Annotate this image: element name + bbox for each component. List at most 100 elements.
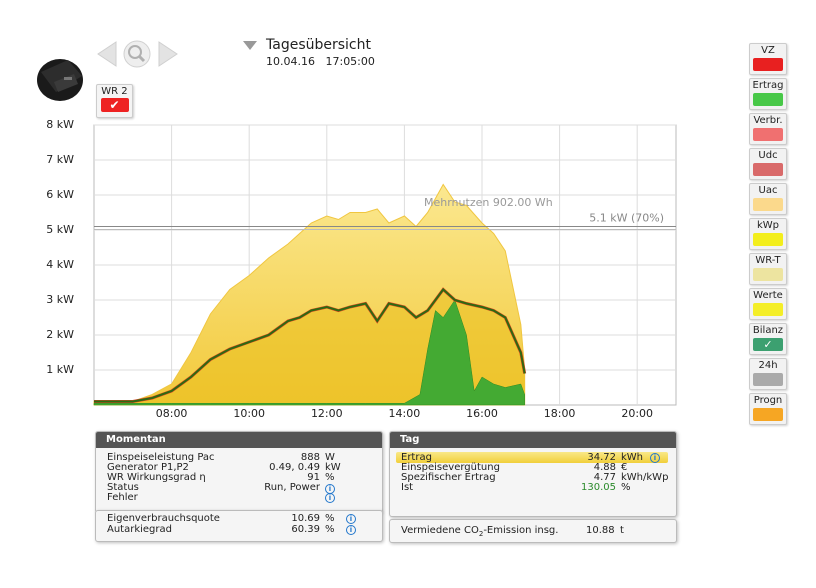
zoom-search-button[interactable] — [122, 40, 151, 68]
momentan-panel: Momentan — [95, 431, 383, 513]
legend-swatch — [753, 58, 783, 71]
check-icon: ✓ — [753, 338, 783, 351]
page-title[interactable]: Tagesübersicht — [266, 37, 371, 53]
row-label: Ist — [401, 482, 414, 493]
row-unit: % — [621, 482, 631, 493]
y-tick-label: 7 kW — [46, 153, 74, 166]
legend-swatch — [753, 128, 783, 141]
x-tick-label: 18:00 — [543, 407, 576, 420]
legend-label: VZ — [761, 45, 775, 56]
row-unit: % — [325, 472, 335, 483]
row-label: Einspeiseleistung Pac — [107, 452, 215, 463]
legend-swatch — [753, 303, 783, 316]
co2-value: 10.88 — [586, 525, 615, 536]
legend-swatch — [753, 163, 783, 176]
row-value: 34.72 — [587, 452, 616, 463]
time: 17:05:00 — [325, 55, 375, 68]
legend-label: Progn — [753, 395, 783, 406]
legend-label: kWp — [756, 220, 780, 231]
chart-series — [93, 183, 527, 406]
ertrag-highlight — [396, 452, 668, 463]
row-label: Spezifischer Ertrag — [401, 472, 496, 483]
row-value: 60.39 — [291, 524, 320, 535]
x-tick-label: 08:00 — [155, 407, 188, 420]
co2-label: Vermiedene CO2-Emission insg. — [401, 525, 559, 538]
legend-swatch — [753, 233, 783, 246]
legend-swatch — [753, 408, 783, 421]
row-value: 91 — [307, 472, 320, 483]
info-icon[interactable]: i — [650, 453, 660, 463]
row-unit: % — [325, 524, 335, 535]
legend-button-vz[interactable]: VZ — [749, 43, 787, 75]
row-label: Eigenverbrauchsquote — [107, 513, 220, 524]
legend-button-wr-t[interactable]: WR-T — [749, 253, 787, 285]
legend-swatch — [753, 198, 783, 211]
legend-button-verbr[interactable]: Verbr. — [749, 113, 787, 145]
row-unit: € — [621, 462, 628, 473]
row-value: 4.77 — [593, 472, 616, 483]
legend-button-werte[interactable]: Werte — [749, 288, 787, 320]
legend-button-bilanz[interactable]: Bilanz ✓ — [749, 323, 787, 355]
momentan-header: Momentan — [96, 432, 382, 448]
legend-label: Ertrag — [752, 80, 784, 91]
date-time: 10.04.16 17:05:00 — [266, 55, 375, 68]
x-tick-label: 20:00 — [621, 407, 654, 420]
legend-button-udc[interactable]: Udc — [749, 148, 787, 180]
chart-overlay: 5.1 kW (70%) Mehrnutzen 902.00 Wh — [94, 196, 676, 230]
row-label: Generator P1,P2 — [107, 462, 189, 473]
view-dropdown-icon[interactable] — [243, 41, 257, 50]
row-value: 4.88 — [593, 462, 616, 473]
annotation-label: Mehrnutzen 902.00 Wh — [424, 196, 553, 209]
row-unit: W — [325, 452, 335, 463]
legend-label: Verbr. — [753, 115, 783, 126]
row-label: Fehler — [107, 492, 138, 503]
verbr-area — [93, 299, 525, 406]
info-icon[interactable]: i — [346, 525, 356, 535]
y-tick-label: 3 kW — [46, 293, 74, 306]
row-unit: kWh/kWp — [621, 472, 669, 483]
device-icon — [34, 52, 86, 104]
legend-button-kwp[interactable]: kWp — [749, 218, 787, 250]
ertrag-line — [94, 288, 526, 403]
legend-swatch — [753, 268, 783, 281]
legend-label: WR-T — [755, 255, 781, 266]
legend-button-progn[interactable]: Progn — [749, 393, 787, 425]
row-label: Autarkiegrad — [107, 524, 172, 535]
previous-day-button[interactable] — [94, 40, 122, 68]
legend-swatch — [753, 373, 783, 386]
row-value: 888 — [300, 452, 320, 463]
x-tick-label: 14:00 — [388, 407, 421, 420]
inverter-label: WR 2 — [101, 86, 128, 97]
info-icon[interactable]: i — [346, 514, 356, 524]
next-day-button[interactable] — [155, 40, 183, 68]
y-tick-label: 8 kW — [46, 118, 74, 131]
legend-button-uac[interactable]: Uac — [749, 183, 787, 215]
row-value: 130.05 — [581, 482, 616, 493]
check-icon: ✔ — [100, 98, 129, 112]
legend-button-ertrag[interactable]: Ertrag — [749, 78, 787, 110]
row-unit: % — [325, 513, 335, 524]
y-tick-label: 4 kW — [46, 258, 74, 271]
legend-label: Werte — [753, 290, 783, 301]
row-value: 0.49, 0.49 — [269, 462, 320, 473]
x-tick-label: 16:00 — [466, 407, 498, 420]
x-tick-label: 12:00 — [310, 407, 343, 420]
x-tick-label: 10:00 — [233, 407, 266, 420]
info-icon[interactable]: i — [325, 493, 335, 503]
legend-label: Uac — [758, 185, 778, 196]
date: 10.04.16 — [266, 55, 315, 68]
tag-panel: Tag — [389, 431, 677, 517]
legend-label: 24h — [758, 360, 778, 371]
row-label: WR Wirkungsgrad η — [107, 472, 206, 483]
legend-button-24h[interactable]: 24h — [749, 358, 787, 390]
row-value: Run, Power — [264, 482, 320, 493]
tag-header: Tag — [390, 432, 676, 448]
row-unit: kW — [325, 462, 341, 473]
row-value: 10.69 — [291, 513, 320, 524]
inverter-toggle-button[interactable]: WR 2 ✔ — [96, 84, 133, 118]
legend-label: Bilanz — [752, 325, 784, 336]
y-tick-label: 6 kW — [46, 188, 74, 201]
y-tick-label: 2 kW — [46, 328, 74, 341]
co2-unit: t — [620, 525, 624, 536]
